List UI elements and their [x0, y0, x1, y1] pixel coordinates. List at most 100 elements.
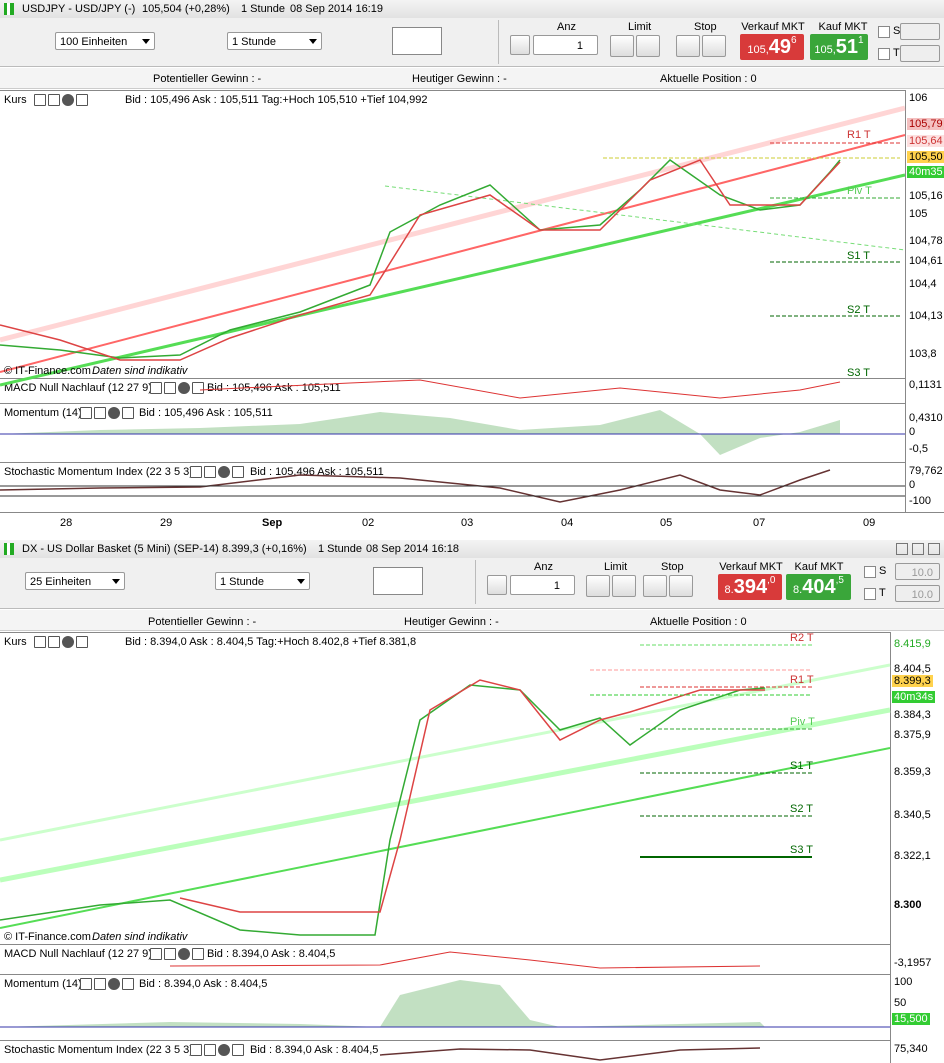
pane-tool-icon[interactable] [164, 948, 176, 960]
price-axis [890, 974, 944, 1040]
limit-buy-button[interactable] [586, 575, 610, 597]
pane-tool-icon[interactable] [164, 382, 176, 394]
stop-buy-button[interactable] [676, 35, 700, 57]
window-title: USDJPY - USD/JPY (-) [22, 3, 136, 15]
quantity-input[interactable]: 1 [533, 35, 598, 55]
info-row [0, 610, 944, 631]
s-input[interactable]: 10.0 [895, 563, 940, 580]
quantity-input[interactable]: 1 [510, 575, 575, 595]
pane-quote: Bid : 8.394,0 Ask : 8.404,5 [207, 948, 336, 960]
pane-tool-icon[interactable] [48, 636, 60, 648]
buy-label: Kauf MKT [794, 561, 844, 573]
pane-tool-icon[interactable] [94, 978, 106, 990]
s-input[interactable] [900, 23, 940, 40]
pane-tool-icon[interactable] [48, 94, 60, 106]
pane-tool-icon[interactable] [150, 382, 162, 394]
trade-panel [498, 20, 944, 64]
pane-tool-icon[interactable] [232, 1044, 244, 1056]
wrench-button[interactable] [487, 575, 507, 595]
pane-quote: Bid : 105,496 Ask : 105,511 Tag:+Hoch 10… [125, 94, 428, 106]
limit-buy-button[interactable] [610, 35, 634, 57]
pane-tool-icon[interactable] [108, 978, 120, 990]
dropdown[interactable]: 1 Stunde [215, 572, 310, 590]
dropdown-arrow [112, 579, 120, 588]
pane-tool-icon[interactable] [150, 948, 162, 960]
dropdown[interactable]: 1 Stunde [227, 32, 322, 50]
quantity-label: Anz [557, 21, 576, 33]
price-axis-label: 104,4 [909, 278, 937, 290]
pane-tool-icon[interactable] [190, 1044, 202, 1056]
checkbox[interactable] [864, 588, 876, 600]
pane-tool-icon[interactable] [108, 407, 120, 419]
pane-tool-icon[interactable] [94, 407, 106, 419]
pane-tool-icon[interactable] [204, 466, 216, 478]
pane-tool-icon[interactable] [122, 407, 134, 419]
limit-sell-button[interactable] [612, 575, 636, 597]
pane-tool-icon[interactable] [192, 382, 204, 394]
pane-tool-icon[interactable] [178, 948, 190, 960]
pane-tool-icon[interactable] [80, 978, 92, 990]
pane-tool-icon[interactable] [190, 466, 202, 478]
t-input[interactable]: 10.0 [895, 585, 940, 602]
date-label: 29 [160, 517, 173, 529]
trend-line [0, 747, 891, 929]
price-axis-label: 8.399,3 [892, 675, 933, 687]
pane-tool-icon[interactable] [62, 94, 74, 106]
pane-tool-icon[interactable] [80, 407, 92, 419]
pane-tool-icon[interactable] [178, 382, 190, 394]
info-text: Potentieller Gewinn : - [148, 616, 257, 628]
date-label: 02 [362, 517, 375, 529]
pane-tool-icon[interactable] [218, 466, 230, 478]
stop-buy-button[interactable] [643, 575, 667, 597]
sell-button[interactable]: 8.394,0 [718, 574, 782, 600]
maximize-button[interactable] [912, 543, 924, 555]
window-quote: 8.399,3 (+0,16%) [222, 543, 307, 555]
buy-label: Kauf MKT [818, 21, 868, 33]
minimize-button[interactable] [896, 543, 908, 555]
pane-tool-icon[interactable] [34, 636, 46, 648]
window-timeframe: 1 Stunde [318, 543, 363, 555]
checkbox[interactable] [878, 48, 890, 60]
buy-button[interactable]: 8.404,5 [786, 574, 851, 600]
window-quote: 105,504 (+0,28%) [142, 3, 230, 15]
dropdown[interactable]: 25 Einheiten [25, 572, 125, 590]
indicator-axis-label: -0,5 [909, 443, 928, 455]
pane-tool-icon[interactable] [34, 94, 46, 106]
indicator-axis-label: 0 [909, 426, 916, 438]
indicator-axis-label: -100 [909, 495, 932, 507]
indicator-axis-label: 75,340 [894, 1043, 928, 1055]
pane-tool-icon[interactable] [76, 94, 88, 106]
pivot-label: S2 T [847, 304, 871, 316]
checkbox[interactable] [864, 566, 876, 578]
t-input[interactable] [900, 45, 940, 62]
pane-tool-icon[interactable] [192, 948, 204, 960]
stop-sell-button[interactable] [669, 575, 693, 597]
pane-tool-icon[interactable] [204, 1044, 216, 1056]
sell-price-small: 8. [724, 584, 734, 596]
price-axis-label: 105,64 [907, 135, 944, 147]
wrench-button[interactable] [510, 35, 530, 55]
stop-sell-button[interactable] [702, 35, 726, 57]
pane-name: Kurs [4, 94, 27, 106]
indicator-button[interactable] [392, 27, 442, 55]
info-text: Heutiger Gewinn : - [404, 616, 499, 628]
buy-button[interactable]: 105,511 [810, 34, 868, 60]
pane-tool-icon[interactable] [62, 636, 74, 648]
checkbox[interactable] [878, 26, 890, 38]
pane-tool-icon[interactable] [232, 466, 244, 478]
app-icon [4, 3, 14, 15]
indicator-button[interactable] [373, 567, 423, 595]
pane-tool-icon[interactable] [218, 1044, 230, 1056]
buy-price-small: 8. [793, 584, 803, 596]
dropdown[interactable]: 100 Einheiten [55, 32, 155, 50]
price-axis-label: 104,78 [909, 235, 943, 247]
pane-tool-icon[interactable] [76, 636, 88, 648]
indicator-axis-label: -3,1957 [894, 957, 932, 969]
limit-sell-button[interactable] [636, 35, 660, 57]
sell-button[interactable]: 105,496 [740, 34, 804, 60]
dropdown-arrow [297, 579, 305, 588]
pane-name: Momentum (14) [4, 407, 82, 419]
pane-tool-icon[interactable] [122, 978, 134, 990]
pivot-label: S3 T [790, 844, 814, 856]
close-button[interactable] [928, 543, 940, 555]
